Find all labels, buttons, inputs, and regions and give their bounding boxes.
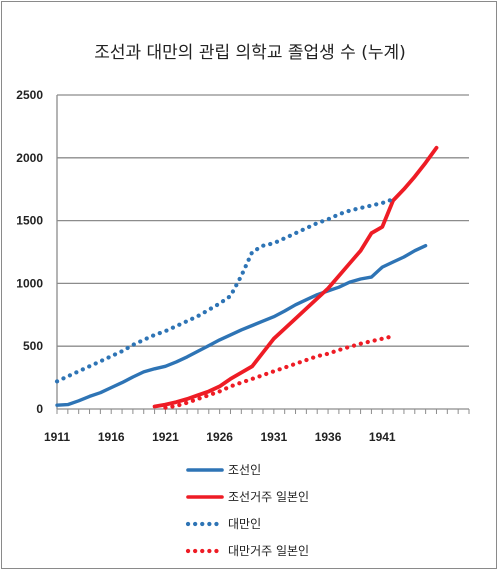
y-tick-label: 500 (23, 339, 43, 353)
legend-label-4: 대만거주 일본인 (228, 544, 309, 558)
series-line-4 (163, 334, 396, 410)
y-tick-label: 2500 (16, 88, 43, 102)
x-tick-label: 1926 (206, 430, 233, 444)
x-tick-label: 1911 (44, 430, 70, 444)
x-tick-label: 1941 (369, 430, 396, 444)
x-tick-label: 1916 (98, 430, 125, 444)
x-tick-label: 1936 (315, 430, 342, 444)
x-tick-label: 1921 (152, 430, 179, 444)
series-line-3 (54, 197, 396, 384)
y-tick-label: 1500 (16, 214, 43, 228)
x-tick-label: 1931 (260, 430, 287, 444)
chart-title: 조선과 대만의 관립 의학교 졸업생 수 (누계) (94, 43, 406, 63)
y-tick-label: 0 (36, 402, 43, 416)
legend-label-1: 조선인 (228, 463, 261, 477)
legend-label-3: 대만인 (228, 517, 261, 531)
series-line-1 (55, 244, 428, 407)
y-tick-label: 1000 (16, 276, 43, 290)
legend-label-2: 조선거주 일본인 (228, 490, 309, 504)
series-line-2 (152, 145, 439, 409)
y-tick-label: 2000 (16, 151, 43, 165)
